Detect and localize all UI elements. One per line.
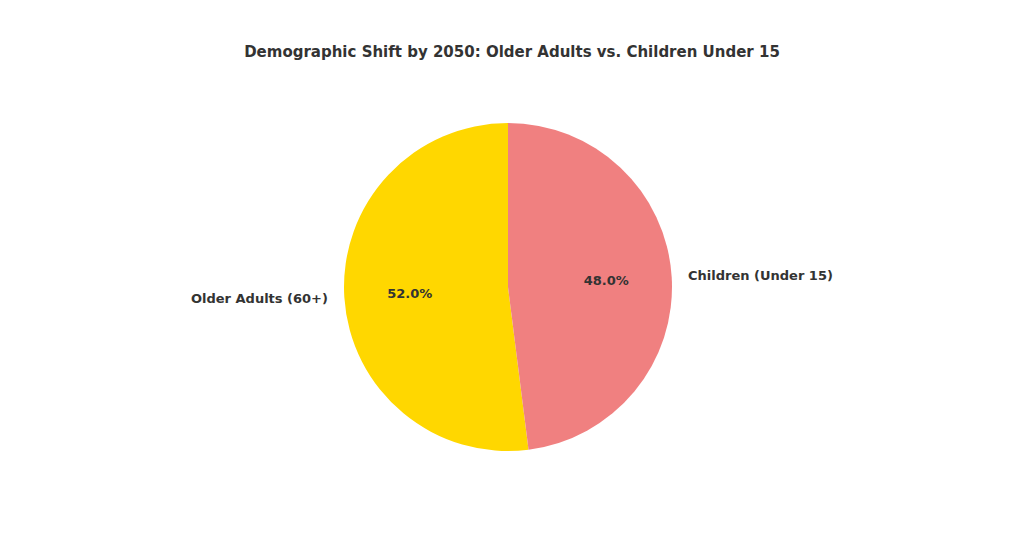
svg-text:Older Adults (60+): Older Adults (60+) [191, 291, 328, 306]
svg-text:48.0%: 48.0% [584, 273, 629, 288]
html-text:Demographic Shift by 2050: Old: Demographic Shift by 2050: Older Adults … [244, 43, 780, 61]
svg-text:Children (Under 15): Children (Under 15) [688, 268, 833, 283]
svg-text:52.0%: 52.0% [387, 286, 432, 301]
